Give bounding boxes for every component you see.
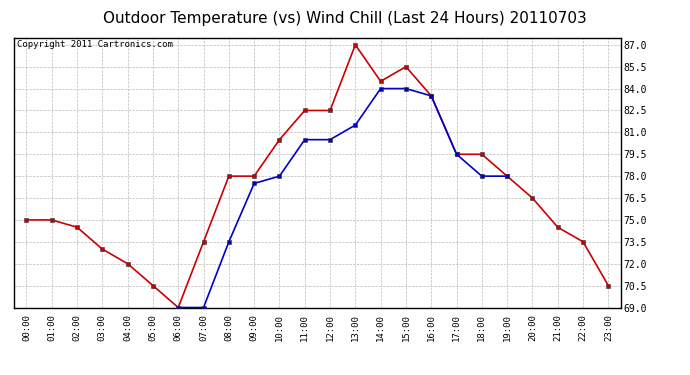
Text: Copyright 2011 Cartronics.com: Copyright 2011 Cartronics.com <box>17 40 172 49</box>
Text: Outdoor Temperature (vs) Wind Chill (Last 24 Hours) 20110703: Outdoor Temperature (vs) Wind Chill (Las… <box>103 11 587 26</box>
